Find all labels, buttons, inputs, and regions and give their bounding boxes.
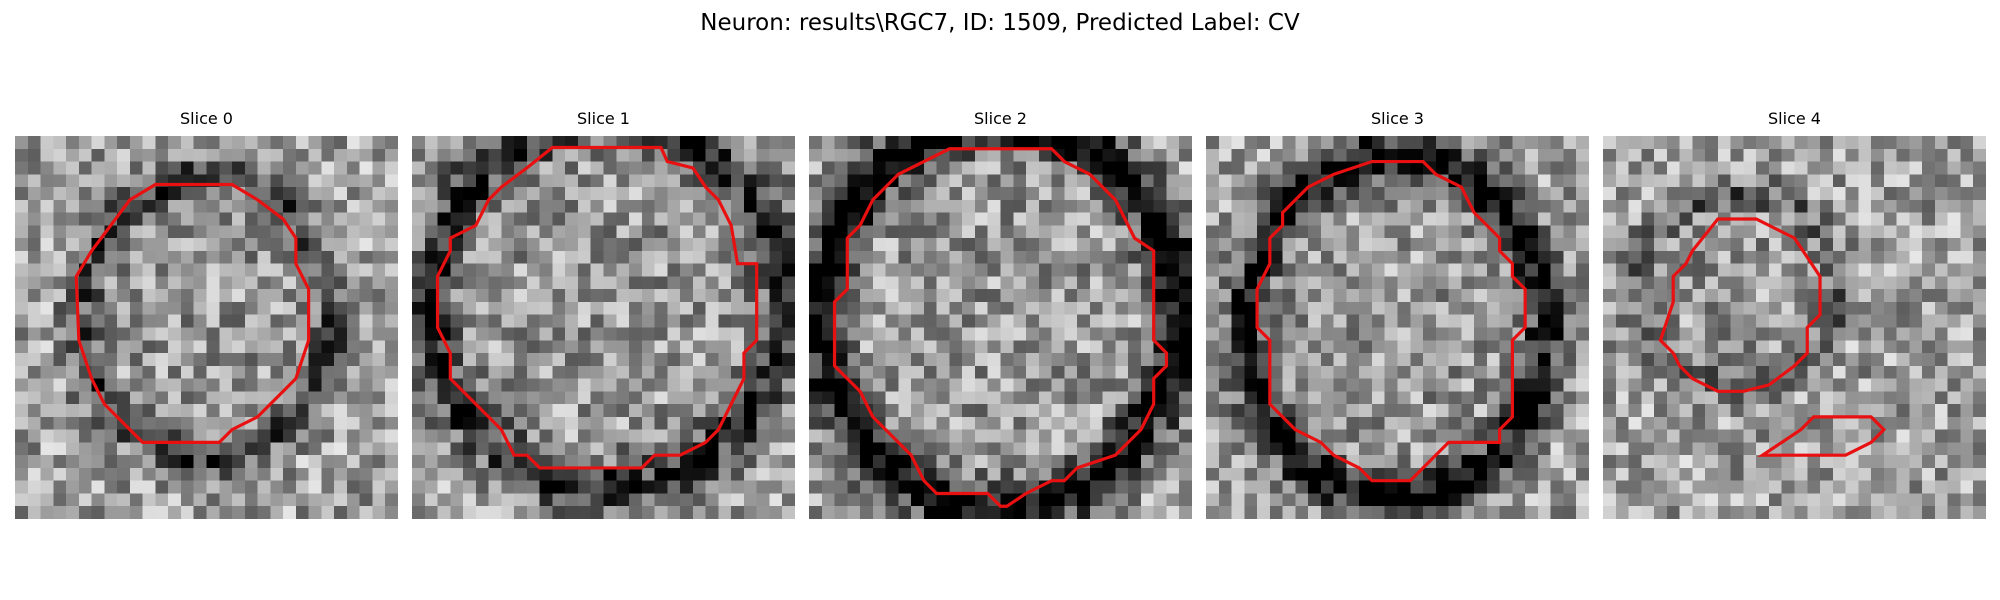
slice-title: Slice 4: [1768, 109, 1821, 128]
slice-panel: Slice 1: [412, 106, 795, 519]
pixel-grid: [1603, 136, 1986, 519]
pixel-grid: [15, 136, 398, 519]
slice-title: Slice 0: [180, 109, 233, 128]
segmentation-contour: [1255, 159, 1527, 483]
pixel-grid: [1206, 136, 1589, 519]
slice-title: Slice 3: [1371, 109, 1424, 128]
slice-panel: Slice 3: [1206, 106, 1589, 519]
slice-panel: Slice 0: [15, 106, 398, 519]
pixel-grid: [809, 136, 1192, 519]
segmentation-contour: [1658, 217, 1822, 393]
slice-image: [1206, 136, 1589, 519]
segmentation-contour: [435, 145, 759, 470]
slice-panel: Slice 2: [809, 106, 1192, 519]
slice-title: Slice 1: [577, 109, 630, 128]
slice-title: Slice 2: [974, 109, 1027, 128]
segmentation-contour: [74, 182, 311, 444]
slice-image: [15, 136, 398, 519]
segmentation-contour: [1757, 415, 1887, 457]
pixel-grid: [412, 136, 795, 519]
segmentation-contour: [832, 147, 1169, 508]
figure-title: Neuron: results\RGC7, ID: 1509, Predicte…: [700, 10, 1300, 36]
slice-image: [1603, 136, 1986, 519]
slice-panel: Slice 4: [1603, 106, 1986, 519]
slice-image: [809, 136, 1192, 519]
slice-image: [412, 136, 795, 519]
